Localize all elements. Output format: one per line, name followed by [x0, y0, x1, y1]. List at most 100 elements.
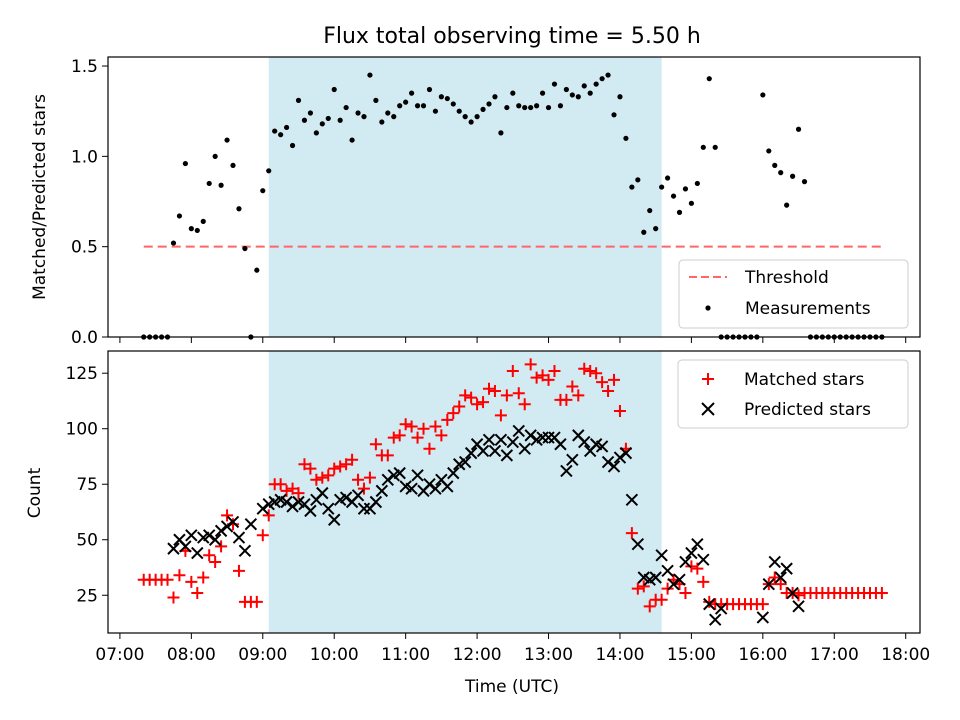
predicted-star-marker [768, 555, 781, 569]
measurement-point [176, 213, 183, 219]
measurement-point [801, 179, 808, 185]
predicted-star-marker [191, 546, 204, 560]
measurement-point [182, 160, 188, 167]
predicted-star-marker [524, 429, 537, 442]
measurement-point [432, 108, 439, 114]
matched-star-marker [875, 587, 888, 600]
predicted-star-marker [506, 435, 520, 449]
measurement-point [486, 101, 492, 107]
measurement-point [551, 81, 558, 87]
matched-star-marker [596, 376, 609, 389]
predicted-star-marker [423, 478, 436, 491]
x-tick-label: 12:00 [453, 645, 502, 665]
measurement-point [528, 104, 534, 111]
measurement-point [462, 114, 468, 120]
measurement-point [260, 188, 266, 194]
measurement-point [230, 162, 236, 168]
predicted-star-marker [595, 440, 609, 453]
predicted-star-marker [232, 531, 246, 544]
measurement-point [367, 72, 373, 78]
matched-star-marker [363, 471, 376, 484]
predicted-star-marker [619, 446, 633, 460]
predicted-star-marker [447, 466, 460, 480]
predicted-star-marker [488, 444, 502, 458]
matched-star-marker [566, 380, 579, 393]
matched-star-marker [625, 527, 638, 540]
measurement-point [492, 94, 498, 100]
matched-star-marker [250, 595, 263, 608]
legend-matched-label: Matched stars [744, 370, 864, 390]
predicted-star-marker [566, 453, 579, 467]
predicted-star-marker [208, 533, 222, 546]
matched-star-marker [637, 580, 650, 593]
predicted-star-marker [697, 553, 710, 566]
matched-star-marker [316, 471, 329, 484]
measurement-point [170, 240, 177, 246]
measurement-point [385, 110, 391, 116]
predicted-star-marker [792, 600, 805, 613]
predicted-star-marker [256, 502, 269, 515]
matched-star-marker [679, 587, 692, 600]
measurement-point [676, 209, 683, 215]
matched-star-marker [161, 573, 174, 586]
matched-star-marker [197, 571, 210, 584]
measurement-point [504, 104, 510, 111]
matched-star-marker [417, 422, 430, 435]
measurement-point [236, 206, 242, 212]
matched-star-marker [304, 462, 317, 475]
matched-star-marker [643, 600, 656, 613]
matched-star-marker [459, 389, 472, 402]
measurement-point [397, 103, 403, 109]
matched-star-marker [572, 389, 585, 402]
matched-star-marker [578, 362, 591, 375]
ratio-legend: Threshold Measurements [678, 259, 909, 329]
measurement-point [301, 117, 308, 123]
measurement-point [593, 81, 599, 87]
ratio-axes-frame [107, 56, 921, 338]
measurement-point [212, 153, 218, 159]
measurement-point [403, 99, 409, 105]
x-tick-label: 17:00 [810, 645, 859, 665]
measurement-point [355, 110, 361, 116]
measurement-point [254, 267, 260, 273]
predicted-star-marker [709, 613, 722, 626]
matched-star-marker [221, 509, 234, 522]
y-tick-label: 1.5 [71, 57, 98, 77]
predicted-star-marker [500, 449, 514, 462]
measurement-point [194, 227, 200, 234]
measurement-point [623, 135, 629, 141]
legend-measurements-swatch [705, 305, 711, 311]
x-tick-label: 11:00 [381, 645, 430, 665]
measurement-point [278, 132, 284, 138]
predicted-star-marker [226, 515, 240, 529]
measurement-point [307, 110, 314, 116]
matched-star-marker [322, 469, 335, 482]
count-axes-frame [107, 350, 921, 634]
matched-star-marker [441, 413, 454, 426]
measurement-point [414, 103, 421, 109]
measurement-point [617, 94, 623, 100]
matched-star-marker [274, 478, 287, 491]
count-plot-area: 25 50 75 100 125 07:00 08:00 09:00 10:00 11:00 12:… [66, 350, 930, 665]
matched-star-marker [613, 404, 626, 417]
x-tick-label: 13:00 [524, 645, 573, 665]
predicted-star-marker [238, 544, 252, 558]
matched-star-marker [602, 384, 615, 397]
measurement-point [289, 142, 296, 149]
measurement-point [420, 103, 427, 109]
x-tick-label: 15:00 [667, 645, 716, 665]
matched-star-marker [346, 453, 359, 466]
measurement-point [563, 86, 569, 93]
measurement-point [444, 95, 450, 102]
predicted-star-marker [351, 489, 365, 502]
predicted-star-marker [328, 513, 341, 526]
measurement-point [647, 207, 653, 214]
measurement-point [688, 200, 695, 206]
measurement-point [534, 103, 540, 109]
predicted-star-marker [655, 549, 668, 562]
measurement-point [450, 101, 456, 107]
predicted-star-marker [780, 562, 793, 575]
ratio-y-axis-label: Matched/Predicted stars [30, 94, 50, 300]
matched-star-marker [477, 396, 490, 409]
matched-star-marker [387, 431, 400, 444]
